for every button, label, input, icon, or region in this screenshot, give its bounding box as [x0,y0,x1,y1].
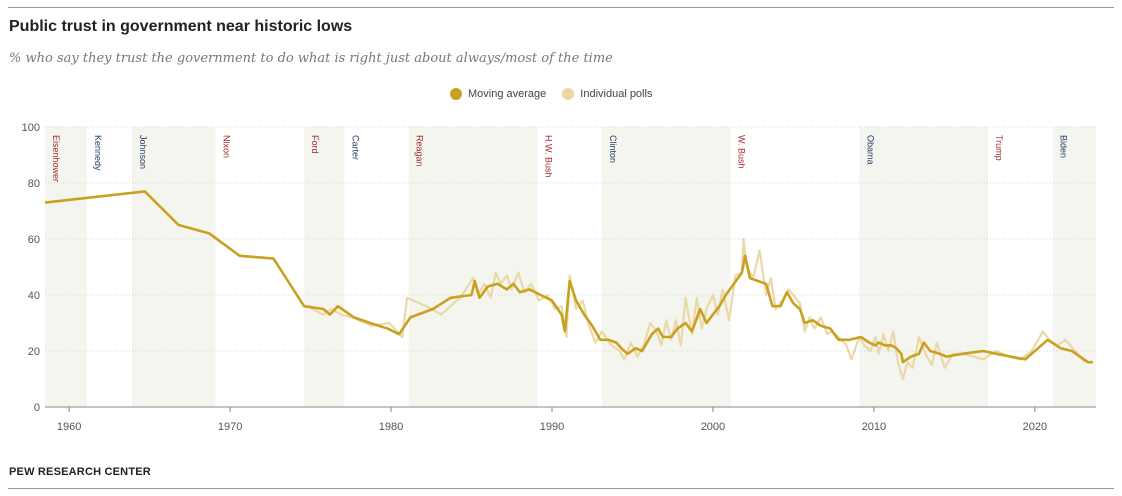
president-label-biden: Biden [1059,135,1069,158]
president-label-h-w-bush: H.W. Bush [544,135,554,178]
x-tick-label-2000: 2000 [701,421,725,433]
x-tick-label-1990: 1990 [540,421,564,433]
president-label-ford: Ford [310,135,320,154]
y-tick-label-60: 60 [28,234,40,246]
bottom-rule [8,488,1114,489]
president-band-biden [1052,127,1096,407]
x-tick-label-2020: 2020 [1023,421,1047,433]
president-label-kennedy: Kennedy [93,135,103,171]
y-tick-label-100: 100 [22,122,40,134]
president-label-johnson: Johnson [138,135,148,169]
y-tick-label-0: 0 [34,402,40,414]
x-tick-label-2010: 2010 [862,421,886,433]
y-tick-label-80: 80 [28,178,40,190]
legend-item-moving-average: Moving average [450,88,546,100]
president-band-eisenhower [45,127,87,407]
source-label: PEW RESEARCH CENTER [9,466,151,478]
president-label-carter: Carter [350,135,360,160]
legend-swatch-moving-average [450,88,462,100]
legend-label-moving-average: Moving average [468,88,547,100]
president-label-obama: Obama [865,135,875,165]
top-rule [8,7,1114,8]
president-label-trump: Trump [994,135,1004,161]
president-label-w-bush: W. Bush [737,135,747,169]
president-band-ford [304,127,345,407]
president-label-reagan: Reagan [415,135,425,167]
president-band-johnson [131,127,216,407]
president-label-clinton: Clinton [608,135,618,163]
president-band-clinton [601,127,731,407]
y-tick-label-40: 40 [28,290,40,302]
legend-item-individual-polls: Individual polls [562,88,652,100]
x-tick-label-1960: 1960 [57,421,81,433]
x-tick-label-1970: 1970 [218,421,242,433]
legend-label-individual-polls: Individual polls [580,88,653,100]
x-tick-label-1980: 1980 [379,421,403,433]
president-label-nixon: Nixon [222,135,232,158]
series-line-individual-polls [306,237,1086,381]
y-tick-label-20: 20 [28,346,40,358]
legend: Moving average Individual polls [450,88,668,100]
president-band-reagan [408,127,538,407]
legend-swatch-individual-polls [562,88,575,100]
president-label-eisenhower: Eisenhower [51,135,61,182]
series-line-moving-average [44,190,1093,364]
president-band-obama [859,127,989,407]
chart-title: Public trust in government near historic… [9,18,353,35]
chart-subtitle: % who say they trust the government to d… [9,51,613,66]
